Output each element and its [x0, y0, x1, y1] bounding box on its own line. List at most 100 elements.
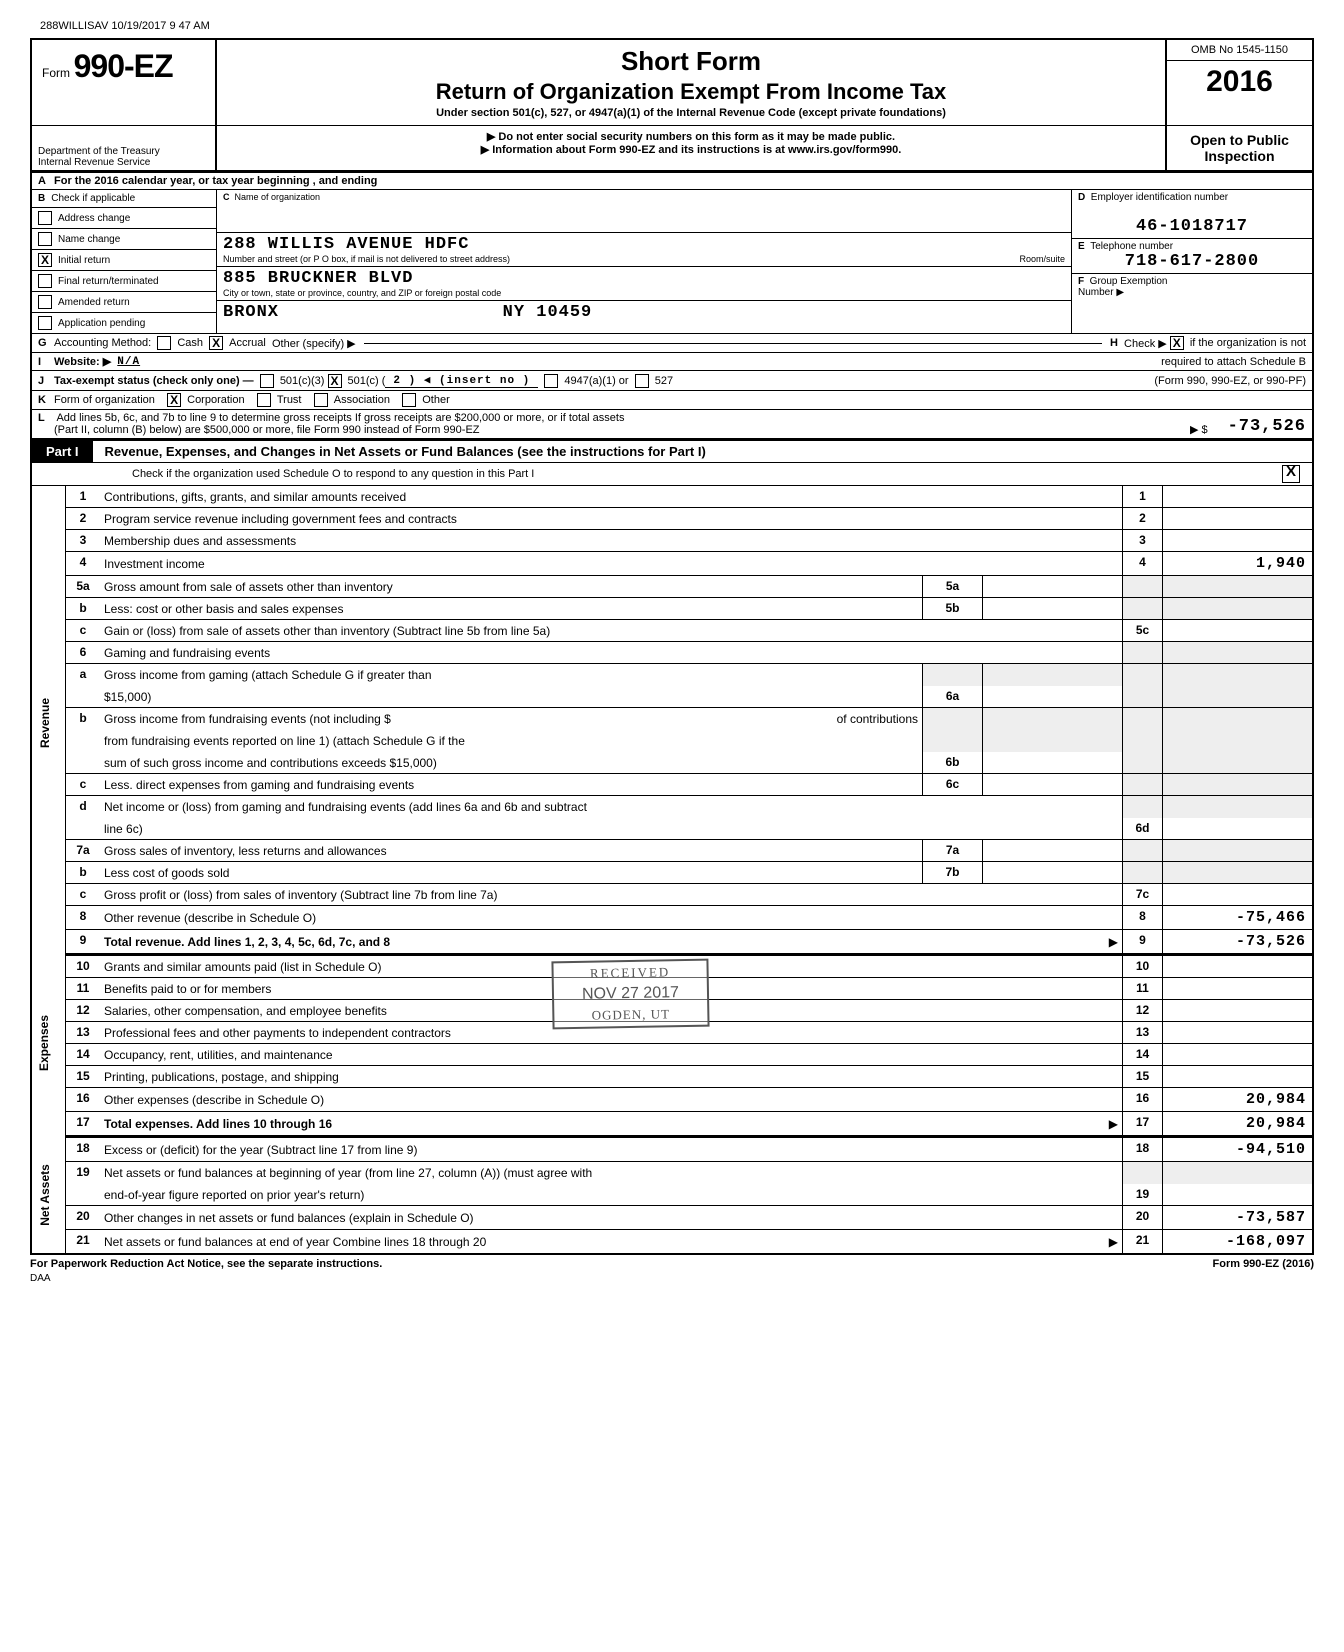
checkbox-4947[interactable]	[544, 374, 558, 388]
dept-1: Department of the Treasury	[38, 146, 209, 157]
line-7a: Gross sales of inventory, less returns a…	[100, 840, 922, 861]
revenue-section: Revenue 1Contributions, gifts, grants, a…	[30, 486, 1314, 956]
dept-2: Internal Revenue Service	[38, 157, 209, 168]
city-label: City or town, state or province, country…	[223, 288, 1065, 298]
checkbox-assoc[interactable]	[314, 393, 328, 407]
line-5c: Gain or (loss) from sale of assets other…	[100, 620, 1122, 641]
checkbox-amended[interactable]	[38, 295, 52, 309]
lead-g: G	[38, 337, 54, 349]
ein-label: Employer identification number	[1091, 192, 1228, 203]
lbl-other: Other (specify) ▶	[272, 337, 356, 350]
checkbox-other-org[interactable]	[402, 393, 416, 407]
lbl-address: Address change	[58, 213, 130, 224]
checkbox-trust[interactable]	[257, 393, 271, 407]
check-head: Check if applicable	[51, 193, 135, 204]
lead-j: J	[38, 375, 54, 387]
checkbox-initial[interactable]: X	[38, 253, 52, 267]
l-text-2: (Part II, column (B) below) are $500,000…	[54, 424, 480, 436]
side-net-assets-text: Net Assets	[38, 1164, 52, 1226]
row-i: I Website: ▶ N/A required to attach Sche…	[30, 353, 1314, 371]
checkbox-accrual[interactable]: X	[209, 336, 223, 350]
line-4-amt: 1,940	[1162, 552, 1312, 575]
net-assets-section: Net Assets 18Excess or (deficit) for the…	[30, 1138, 1314, 1255]
line-6a-1: Gross income from gaming (attach Schedul…	[100, 664, 922, 686]
title-sub: Return of Organization Exempt From Incom…	[227, 79, 1155, 105]
h-check: Check ▶	[1124, 337, 1167, 350]
line-7c: Gross profit or (loss) from sales of inv…	[100, 884, 1122, 905]
checkbox-final[interactable]	[38, 274, 52, 288]
form-number: 990-EZ	[74, 48, 173, 84]
footer-left: For Paperwork Reduction Act Notice, see …	[30, 1258, 382, 1270]
lbl-501c: 501(c) (	[348, 375, 386, 387]
file-id: 288WILLISAV 10/19/2017 9 47 AM	[40, 20, 1314, 32]
lbl-cash: Cash	[177, 337, 203, 349]
j-right: (Form 990, 990-EZ, or 990-PF)	[1154, 375, 1306, 387]
line-20: Other changes in net assets or fund bala…	[100, 1206, 1122, 1229]
line-17-amt: 20,984	[1162, 1112, 1312, 1135]
lead-e: E	[1078, 241, 1085, 252]
grp-label: Group Exemption	[1090, 276, 1168, 287]
checkbox-corp[interactable]: X	[167, 393, 181, 407]
lead-d: D	[1078, 192, 1085, 203]
form-label: Form	[42, 66, 70, 80]
omb-number: OMB No 1545-1150	[1167, 40, 1312, 61]
dept-box: Department of the Treasury Internal Reve…	[32, 126, 217, 170]
line-6b-1b: of contributions	[837, 712, 918, 726]
instructions-box: ▶ Do not enter social security numbers o…	[217, 126, 1167, 170]
checkbox-527[interactable]	[635, 374, 649, 388]
line-19a: Net assets or fund balances at beginning…	[100, 1162, 1122, 1184]
org-city: BRONX	[223, 303, 279, 322]
checkbox-name[interactable]	[38, 232, 52, 246]
line-6d-2: line 6c)	[100, 818, 1122, 839]
line-15: Printing, publications, postage, and shi…	[100, 1066, 1122, 1087]
line-19b: end-of-year figure reported on prior yea…	[100, 1184, 1122, 1205]
received-stamp: RECEIVED NOV 27 2017 OGDEN, UT	[551, 959, 709, 1030]
stamp-date: NOV 27 2017	[582, 984, 679, 1004]
lead-f: F	[1078, 276, 1084, 287]
line-6d-1: Net income or (loss) from gaming and fun…	[100, 796, 1122, 818]
line-6b-3: sum of such gross income and contributio…	[100, 752, 922, 773]
line-6b-1: Gross income from fundraising events (no…	[104, 712, 391, 726]
ssn-warning: ▶ Do not enter social security numbers o…	[227, 130, 1155, 143]
form-box: Form 990-EZ	[32, 40, 217, 125]
part1-title: Revenue, Expenses, and Changes in Net As…	[93, 444, 1312, 459]
checkbox-schedule-o[interactable]: X	[1282, 465, 1300, 483]
part1-sub: Check if the organization used Schedule …	[30, 463, 1314, 486]
row-g: G Accounting Method: Cash XAccrual Other…	[30, 334, 1314, 353]
info-link: ▶ Information about Form 990-EZ and its …	[227, 143, 1155, 156]
checkbox-501c[interactable]: X	[328, 374, 342, 388]
checkbox-h[interactable]: X	[1170, 336, 1184, 350]
side-revenue: Revenue	[32, 486, 66, 956]
title-section: Under section 501(c), 527, or 4947(a)(1)…	[227, 107, 1155, 119]
checkbox-address[interactable]	[38, 211, 52, 225]
line-5b: Less: cost or other basis and sales expe…	[100, 598, 922, 619]
line-3: Membership dues and assessments	[100, 530, 1122, 551]
ein-value: 46-1018717	[1078, 217, 1306, 236]
lbl-4947: 4947(a)(1) or	[564, 375, 628, 387]
row-k: K Form of organization XCorporation Trus…	[30, 391, 1314, 410]
right-column: D Employer identification number 46-1018…	[1072, 190, 1312, 333]
i-right: required to attach Schedule B	[1161, 356, 1306, 368]
j-label: Tax-exempt status (check only one) —	[54, 375, 254, 387]
line-6b-2: from fundraising events reported on line…	[100, 730, 922, 752]
year-box: OMB No 1545-1150 2016	[1167, 40, 1312, 125]
public-inspection: Open to Public Inspection	[1167, 126, 1312, 170]
checkbox-501c3[interactable]	[260, 374, 274, 388]
g-label: Accounting Method:	[54, 337, 151, 349]
row-j: J Tax-exempt status (check only one) — 5…	[30, 371, 1314, 391]
lbl-initial: Initial return	[58, 255, 110, 266]
lbl-501c3: 501(c)(3)	[280, 375, 325, 387]
side-net-assets: Net Assets	[32, 1138, 66, 1253]
l-amount: -73,526	[1228, 417, 1306, 436]
entity-block: BCheck if applicable Address change Name…	[30, 190, 1314, 334]
lead-i: I	[38, 356, 54, 368]
footer-right: Form 990-EZ (2016)	[1213, 1258, 1315, 1270]
h-text: if the organization is not	[1190, 337, 1306, 349]
checkbox-cash[interactable]	[157, 336, 171, 350]
title-box: Short Form Return of Organization Exempt…	[217, 40, 1167, 125]
website-value: N/A	[117, 356, 140, 368]
lbl-527: 527	[655, 375, 673, 387]
footer: For Paperwork Reduction Act Notice, see …	[30, 1255, 1314, 1273]
line-21: Net assets or fund balances at end of ye…	[104, 1235, 486, 1249]
checkbox-app[interactable]	[38, 316, 52, 330]
